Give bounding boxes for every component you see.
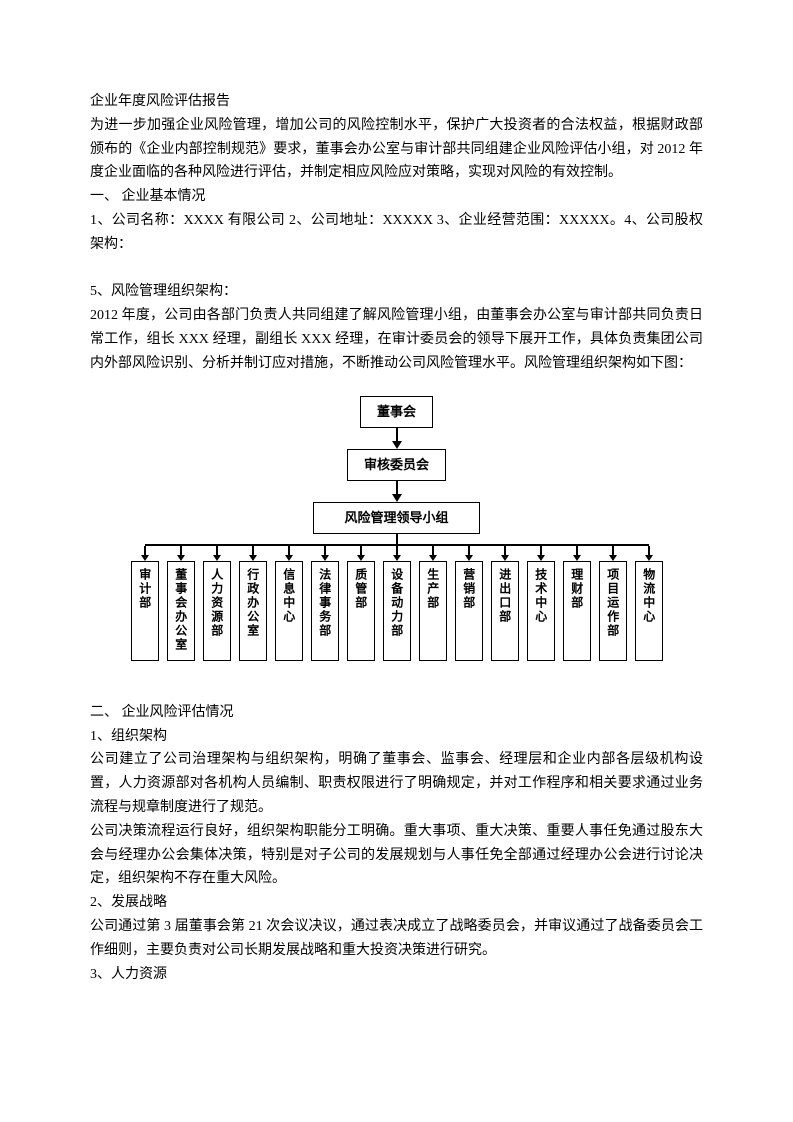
section2-item1-title: 1、组织架构 xyxy=(90,725,703,749)
chart-dept-group: 质管部 xyxy=(347,546,375,661)
chart-dept-box: 质管部 xyxy=(347,561,375,661)
chart-dept-group: 审计部 xyxy=(131,546,159,661)
chart-dept-group: 物流中心 xyxy=(635,546,663,661)
chart-dept-box: 理财部 xyxy=(563,561,591,661)
section2-item1-p2: 公司决策流程运行良好，组织架构职能分工明确。重大事项、重大决策、重要人事任免通过… xyxy=(90,820,703,891)
chart-dept-box: 董事会办公室 xyxy=(167,561,195,661)
chart-dept-group: 设备动力部 xyxy=(383,546,411,661)
chart-dept-box: 营销部 xyxy=(455,561,483,661)
section2-heading: 二、 企业风险评估情况 xyxy=(90,701,703,725)
chart-dept-box: 行政办公室 xyxy=(239,561,267,661)
chart-dept-group: 技术中心 xyxy=(527,546,555,661)
chart-dept-row: 审计部董事会办公室人力资源部行政办公室信息中心法律事务部质管部设备动力部生产部营… xyxy=(90,546,703,661)
chart-dept-group: 生产部 xyxy=(419,546,447,661)
chart-dept-group: 行政办公室 xyxy=(239,546,267,661)
chart-node-level3: 风险管理领导小组 xyxy=(313,502,479,534)
chart-dept-box: 技术中心 xyxy=(527,561,555,661)
document-title: 企业年度风险评估报告 xyxy=(90,90,703,114)
section1-item5-body: 2012 年度，公司由各部门负责人共同组建了解风险管理小组，由董事会办公室与审计… xyxy=(90,304,703,375)
chart-dept-group: 董事会办公室 xyxy=(167,546,195,661)
chart-dept-box: 信息中心 xyxy=(275,561,303,661)
chart-dept-group: 营销部 xyxy=(455,546,483,661)
chart-node-level2: 审核委员会 xyxy=(347,449,446,481)
section2-item2-title: 2、发展战略 xyxy=(90,891,703,915)
section1-basicinfo: 1、公司名称：XXXX 有限公司 2、公司地址：XXXXX 3、企业经营范围：X… xyxy=(90,209,703,257)
chart-dept-group: 信息中心 xyxy=(275,546,303,661)
intro-paragraph: 为进一步加强企业风险管理，增加公司的风险控制水平，保护广大投资者的合法权益，根据… xyxy=(90,114,703,185)
section2-item2-p1: 公司通过第 3 届董事会第 21 次会议决议，通过表决成立了战略委员会，并审议通… xyxy=(90,915,703,963)
org-chart: 董事会 审核委员会 风险管理领导小组 审计部董事会办公室人力资源部行政办公室信息… xyxy=(90,396,703,661)
chart-dept-box: 法律事务部 xyxy=(311,561,339,661)
chart-dept-group: 进出口部 xyxy=(491,546,519,661)
section2-item1-p1: 公司建立了公司治理架构与组织架构，明确了董事会、监事会、经理层和企业内部各层级机… xyxy=(90,748,703,819)
chart-dept-box: 设备动力部 xyxy=(383,561,411,661)
chart-dept-group: 人力资源部 xyxy=(203,546,231,661)
chart-dept-box: 人力资源部 xyxy=(203,561,231,661)
section1-item5-heading: 5、风险管理组织架构： xyxy=(90,280,703,304)
chart-dept-box: 项目运作部 xyxy=(599,561,627,661)
section1-heading: 一、 企业基本情况 xyxy=(90,185,703,209)
chart-dept-box: 生产部 xyxy=(419,561,447,661)
chart-node-level1: 董事会 xyxy=(360,396,433,428)
chart-connector xyxy=(90,428,703,449)
chart-dept-box: 审计部 xyxy=(131,561,159,661)
chart-branch-bar xyxy=(145,544,649,546)
chart-connector xyxy=(90,481,703,502)
chart-dept-group: 理财部 xyxy=(563,546,591,661)
chart-dept-group: 法律事务部 xyxy=(311,546,339,661)
chart-dept-box: 进出口部 xyxy=(491,561,519,661)
chart-connector xyxy=(90,534,703,544)
chart-dept-box: 物流中心 xyxy=(635,561,663,661)
chart-dept-group: 项目运作部 xyxy=(599,546,627,661)
section2-item3-title: 3、人力资源 xyxy=(90,963,703,987)
